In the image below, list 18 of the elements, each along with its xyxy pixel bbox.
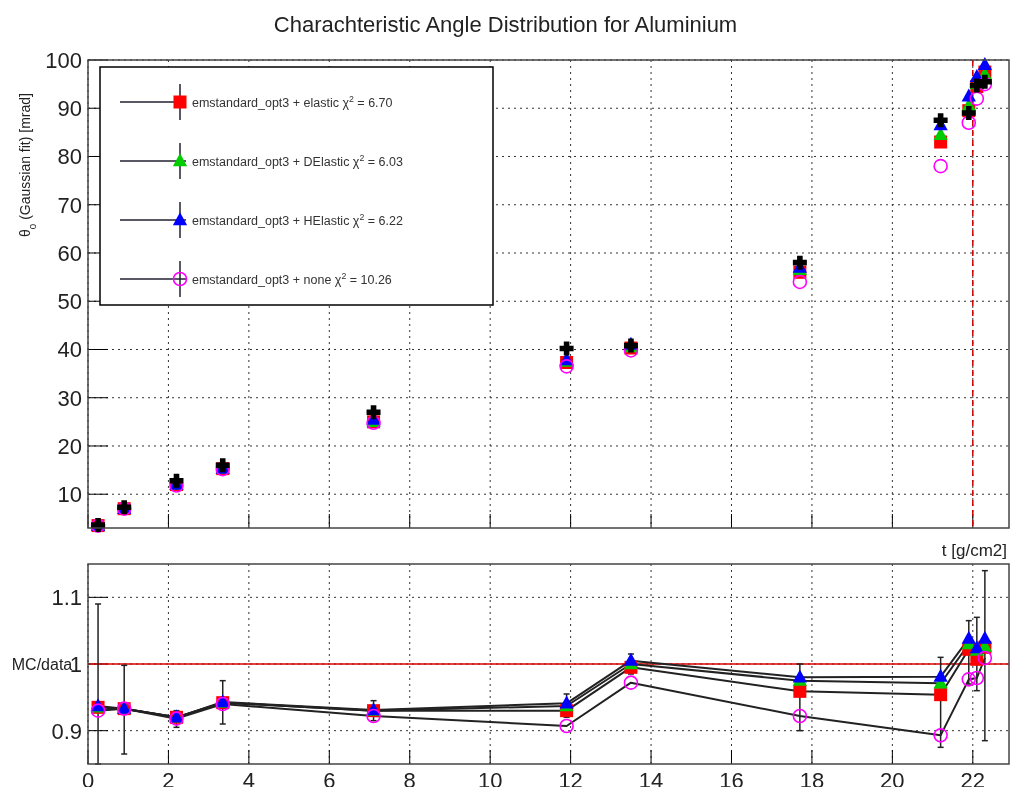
- x-axis-title: t [g/cm2]: [941, 541, 1007, 560]
- y-tick-label: 1.1: [51, 585, 82, 611]
- y-tick-label: 90: [57, 96, 82, 122]
- y-tick-label: 10: [57, 482, 82, 508]
- chart-title: Charachteristic Angle Distribution for Aluminium: [273, 12, 738, 37]
- y-tick-label: 20: [57, 433, 82, 459]
- y-tick-label: 60: [57, 240, 82, 266]
- legend-label: emstandard_opt3 + elastic χ$^{2}$ = 6.70: [192, 94, 393, 110]
- legend-label: emstandard_opt3 + HElastic χ$^{2}$ = 6.22: [192, 212, 403, 228]
- y-tick-label: 80: [57, 144, 82, 170]
- y-tick-label: 100: [45, 48, 82, 73]
- legend-label: emstandard_opt3 + DElastic χ$^{2}$ = 6.03: [192, 153, 403, 169]
- legend-label: emstandard_opt3 + none χ$^{2}$ = 10.26: [192, 271, 392, 287]
- y-tick-label: 70: [57, 192, 82, 218]
- y-tick-label: 50: [57, 289, 82, 315]
- y-tick-label: 40: [57, 337, 82, 363]
- y-tick-label: 0.9: [51, 718, 82, 744]
- y-tick-label: 30: [57, 385, 82, 411]
